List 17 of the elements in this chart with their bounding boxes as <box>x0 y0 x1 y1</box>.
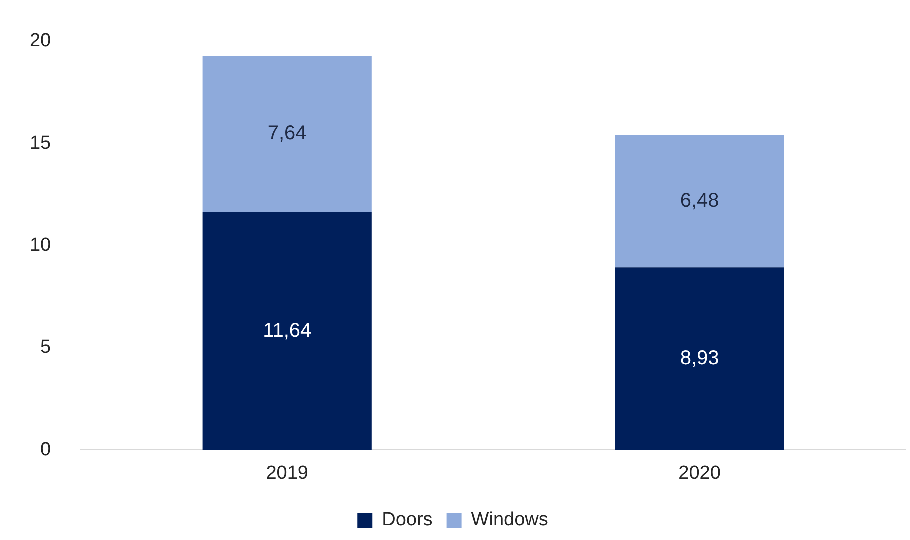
y-tick-label: 10 <box>30 235 52 256</box>
y-tick-label: 0 <box>40 439 52 460</box>
x-tick-label: 2019 <box>266 462 308 484</box>
bar <box>615 268 784 450</box>
bar <box>202 56 372 212</box>
data-label: 11,64 <box>263 320 312 342</box>
legend-label: Windows <box>471 510 548 531</box>
legend-label: Doors <box>382 510 433 531</box>
data-label: 7,64 <box>268 122 307 145</box>
bar <box>202 212 372 450</box>
data-label: 8,93 <box>680 347 720 370</box>
x-tick-label: 2020 <box>678 462 721 484</box>
data-label: 6,48 <box>680 190 720 212</box>
y-tick-label: 5 <box>40 337 52 358</box>
y-tick-label: 15 <box>30 132 52 154</box>
bar <box>615 135 784 268</box>
y-tick-label: 20 <box>30 30 52 52</box>
